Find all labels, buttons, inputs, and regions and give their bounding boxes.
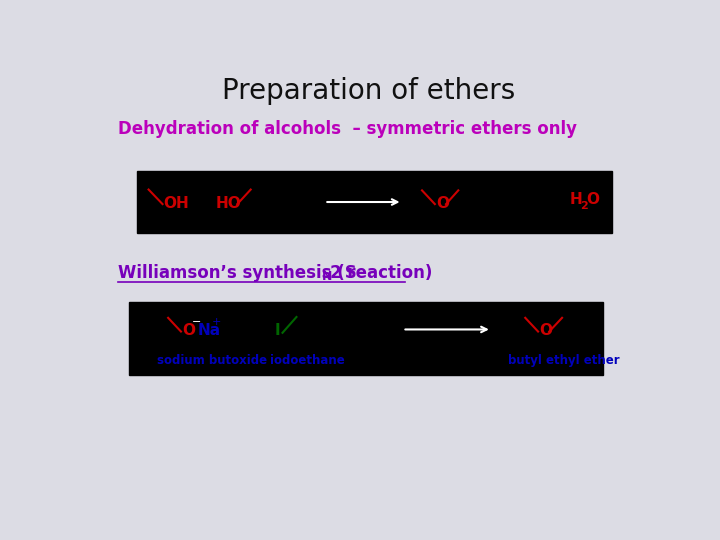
Text: O: O bbox=[539, 323, 552, 338]
Text: H: H bbox=[570, 192, 582, 207]
Text: HO: HO bbox=[215, 196, 241, 211]
Text: O: O bbox=[436, 196, 449, 211]
Text: iodoethane: iodoethane bbox=[270, 354, 345, 367]
Text: I: I bbox=[274, 323, 280, 338]
Text: OH: OH bbox=[163, 196, 189, 211]
Text: Na: Na bbox=[198, 323, 221, 338]
Text: 2 reaction): 2 reaction) bbox=[330, 264, 432, 282]
Text: Williamson’s synthesis (S: Williamson’s synthesis (S bbox=[118, 264, 356, 282]
Text: +: + bbox=[212, 317, 221, 327]
Text: O: O bbox=[586, 192, 599, 207]
Bar bbox=[138, 171, 612, 233]
Text: −: − bbox=[192, 317, 201, 327]
Text: N: N bbox=[322, 269, 332, 282]
Text: butyl ethyl ether: butyl ethyl ether bbox=[508, 354, 620, 367]
Text: sodium butoxide: sodium butoxide bbox=[157, 354, 267, 367]
Text: 2: 2 bbox=[580, 201, 588, 211]
Text: Preparation of ethers: Preparation of ethers bbox=[222, 77, 516, 105]
Bar bbox=[129, 302, 603, 375]
Text: O: O bbox=[182, 323, 195, 338]
Text: Dehydration of alcohols  – symmetric ethers only: Dehydration of alcohols – symmetric ethe… bbox=[118, 120, 577, 138]
